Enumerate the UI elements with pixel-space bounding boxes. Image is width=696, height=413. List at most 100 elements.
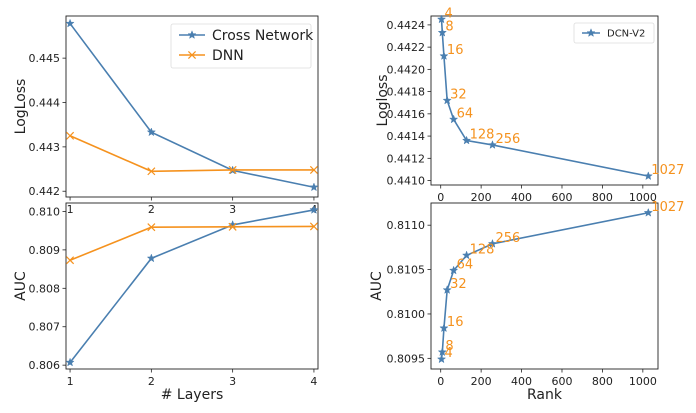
x-tick-label: 3	[229, 203, 236, 216]
y-tick-label: 0.4422	[387, 41, 426, 54]
x-tick-label: 400	[511, 375, 532, 388]
data-point	[147, 167, 156, 176]
y-tick-label: 0.4420	[387, 63, 426, 76]
panel-layers-auc: 1 2 3 4 0.806 0.807 0.808 0.809 0.810 AUC # Layers	[13, 202, 319, 403]
data-point	[437, 347, 447, 357]
x-tick-label: 1000	[629, 375, 657, 388]
x-tick-label: 600	[551, 191, 572, 204]
point-label: 8	[445, 339, 453, 354]
data-point	[439, 51, 449, 60]
x-tick-label: 400	[511, 191, 532, 204]
legend: DCN-V2	[573, 22, 655, 44]
legend-swatch-marker	[187, 50, 197, 60]
x-tick-label: 4	[310, 375, 317, 388]
point-label: 4	[445, 6, 453, 21]
legend-box	[170, 23, 312, 69]
y-tick-label: 0.4414	[387, 130, 426, 143]
plot-frame	[430, 202, 659, 370]
legend-swatch-marker	[586, 28, 596, 37]
x-tick-label: 800	[592, 191, 613, 204]
x-tick-label: 2	[148, 375, 155, 388]
data-point	[436, 14, 447, 24]
point-label: 256	[495, 132, 520, 147]
data-point	[147, 223, 156, 232]
y-tick-label: 0.808	[29, 282, 61, 295]
point-label: 32	[450, 277, 467, 292]
x-tick-label: 0	[437, 375, 444, 388]
x-axis-label: Rank	[527, 387, 563, 403]
data-point	[448, 265, 459, 275]
series-line	[69, 209, 315, 363]
y-axis-label: Logloss	[375, 74, 391, 126]
point-label: 4	[445, 346, 453, 361]
legend-swatch-marker	[187, 30, 197, 39]
panel-rank-logloss: 0 200 400 600 800 1000 0.4410 0.4412 0.4414 0.441…	[375, 6, 684, 204]
data-point	[436, 354, 447, 364]
point-label: 16	[447, 315, 464, 330]
x-tick-label: 1	[67, 375, 74, 388]
y-tick-label: 0.444	[29, 97, 61, 110]
x-tick-label: 1000	[629, 191, 657, 204]
x-tick-label: 200	[471, 375, 492, 388]
x-tick-label: 200	[471, 191, 492, 204]
data-point	[461, 250, 472, 260]
y-tick-label: 0.8100	[387, 308, 426, 321]
data-point	[65, 357, 75, 367]
y-tick-label: 0.442	[29, 185, 61, 198]
data-point	[643, 171, 653, 181]
data-point	[442, 285, 452, 294]
x-tick-label: 0	[437, 191, 444, 204]
x-tick-label: 3	[229, 375, 236, 388]
data-point	[487, 238, 498, 248]
plot-frame	[430, 15, 659, 186]
y-tick-label: 0.8105	[387, 264, 426, 277]
y-tick-label: 0.4416	[387, 108, 426, 121]
legend-label: DCN-V2	[607, 29, 645, 40]
data-point	[228, 165, 237, 174]
data-point	[309, 222, 318, 231]
data-point	[448, 114, 459, 124]
y-tick-label: 0.4412	[387, 152, 426, 165]
y-axis-label: AUC	[13, 271, 29, 301]
point-label: 256	[495, 231, 520, 246]
point-label: 128	[470, 128, 495, 143]
point-label: 32	[450, 88, 467, 103]
point-label: 16	[447, 43, 464, 58]
series-line	[440, 211, 649, 360]
series-line	[69, 225, 314, 261]
legend-label: Cross Network	[212, 28, 314, 44]
data-point	[228, 222, 237, 231]
x-axis-label: # Layers	[161, 387, 224, 403]
y-tick-label: 0.809	[29, 244, 61, 257]
y-tick-label: 0.810	[29, 205, 61, 218]
plot-frame	[65, 15, 319, 198]
legend: Cross Network DNN	[170, 23, 314, 69]
point-label: 128	[470, 242, 495, 257]
y-tick-label: 0.806	[29, 359, 61, 372]
data-point	[65, 18, 75, 28]
data-point	[66, 256, 75, 265]
y-tick-label: 0.4424	[387, 19, 426, 32]
data-point	[146, 127, 157, 137]
y-tick-label: 0.807	[29, 321, 61, 334]
data-point	[643, 207, 653, 217]
point-label: 1027	[651, 200, 684, 215]
y-tick-label: 0.8095	[387, 352, 426, 365]
data-point	[146, 253, 157, 263]
x-tick-label: 1	[67, 203, 74, 216]
y-axis-label: AUC	[369, 271, 385, 301]
point-label: 64	[457, 257, 474, 272]
data-point	[461, 135, 472, 145]
data-point	[437, 27, 447, 37]
data-point	[309, 165, 318, 174]
y-tick-label: 0.8110	[387, 219, 426, 232]
x-tick-label: 800	[592, 375, 613, 388]
data-point	[487, 140, 498, 149]
x-tick-label: 2	[148, 203, 155, 216]
y-axis-label: LogLoss	[13, 79, 29, 135]
data-point	[309, 182, 319, 192]
data-point	[66, 131, 75, 140]
y-tick-label: 0.4418	[387, 86, 426, 99]
